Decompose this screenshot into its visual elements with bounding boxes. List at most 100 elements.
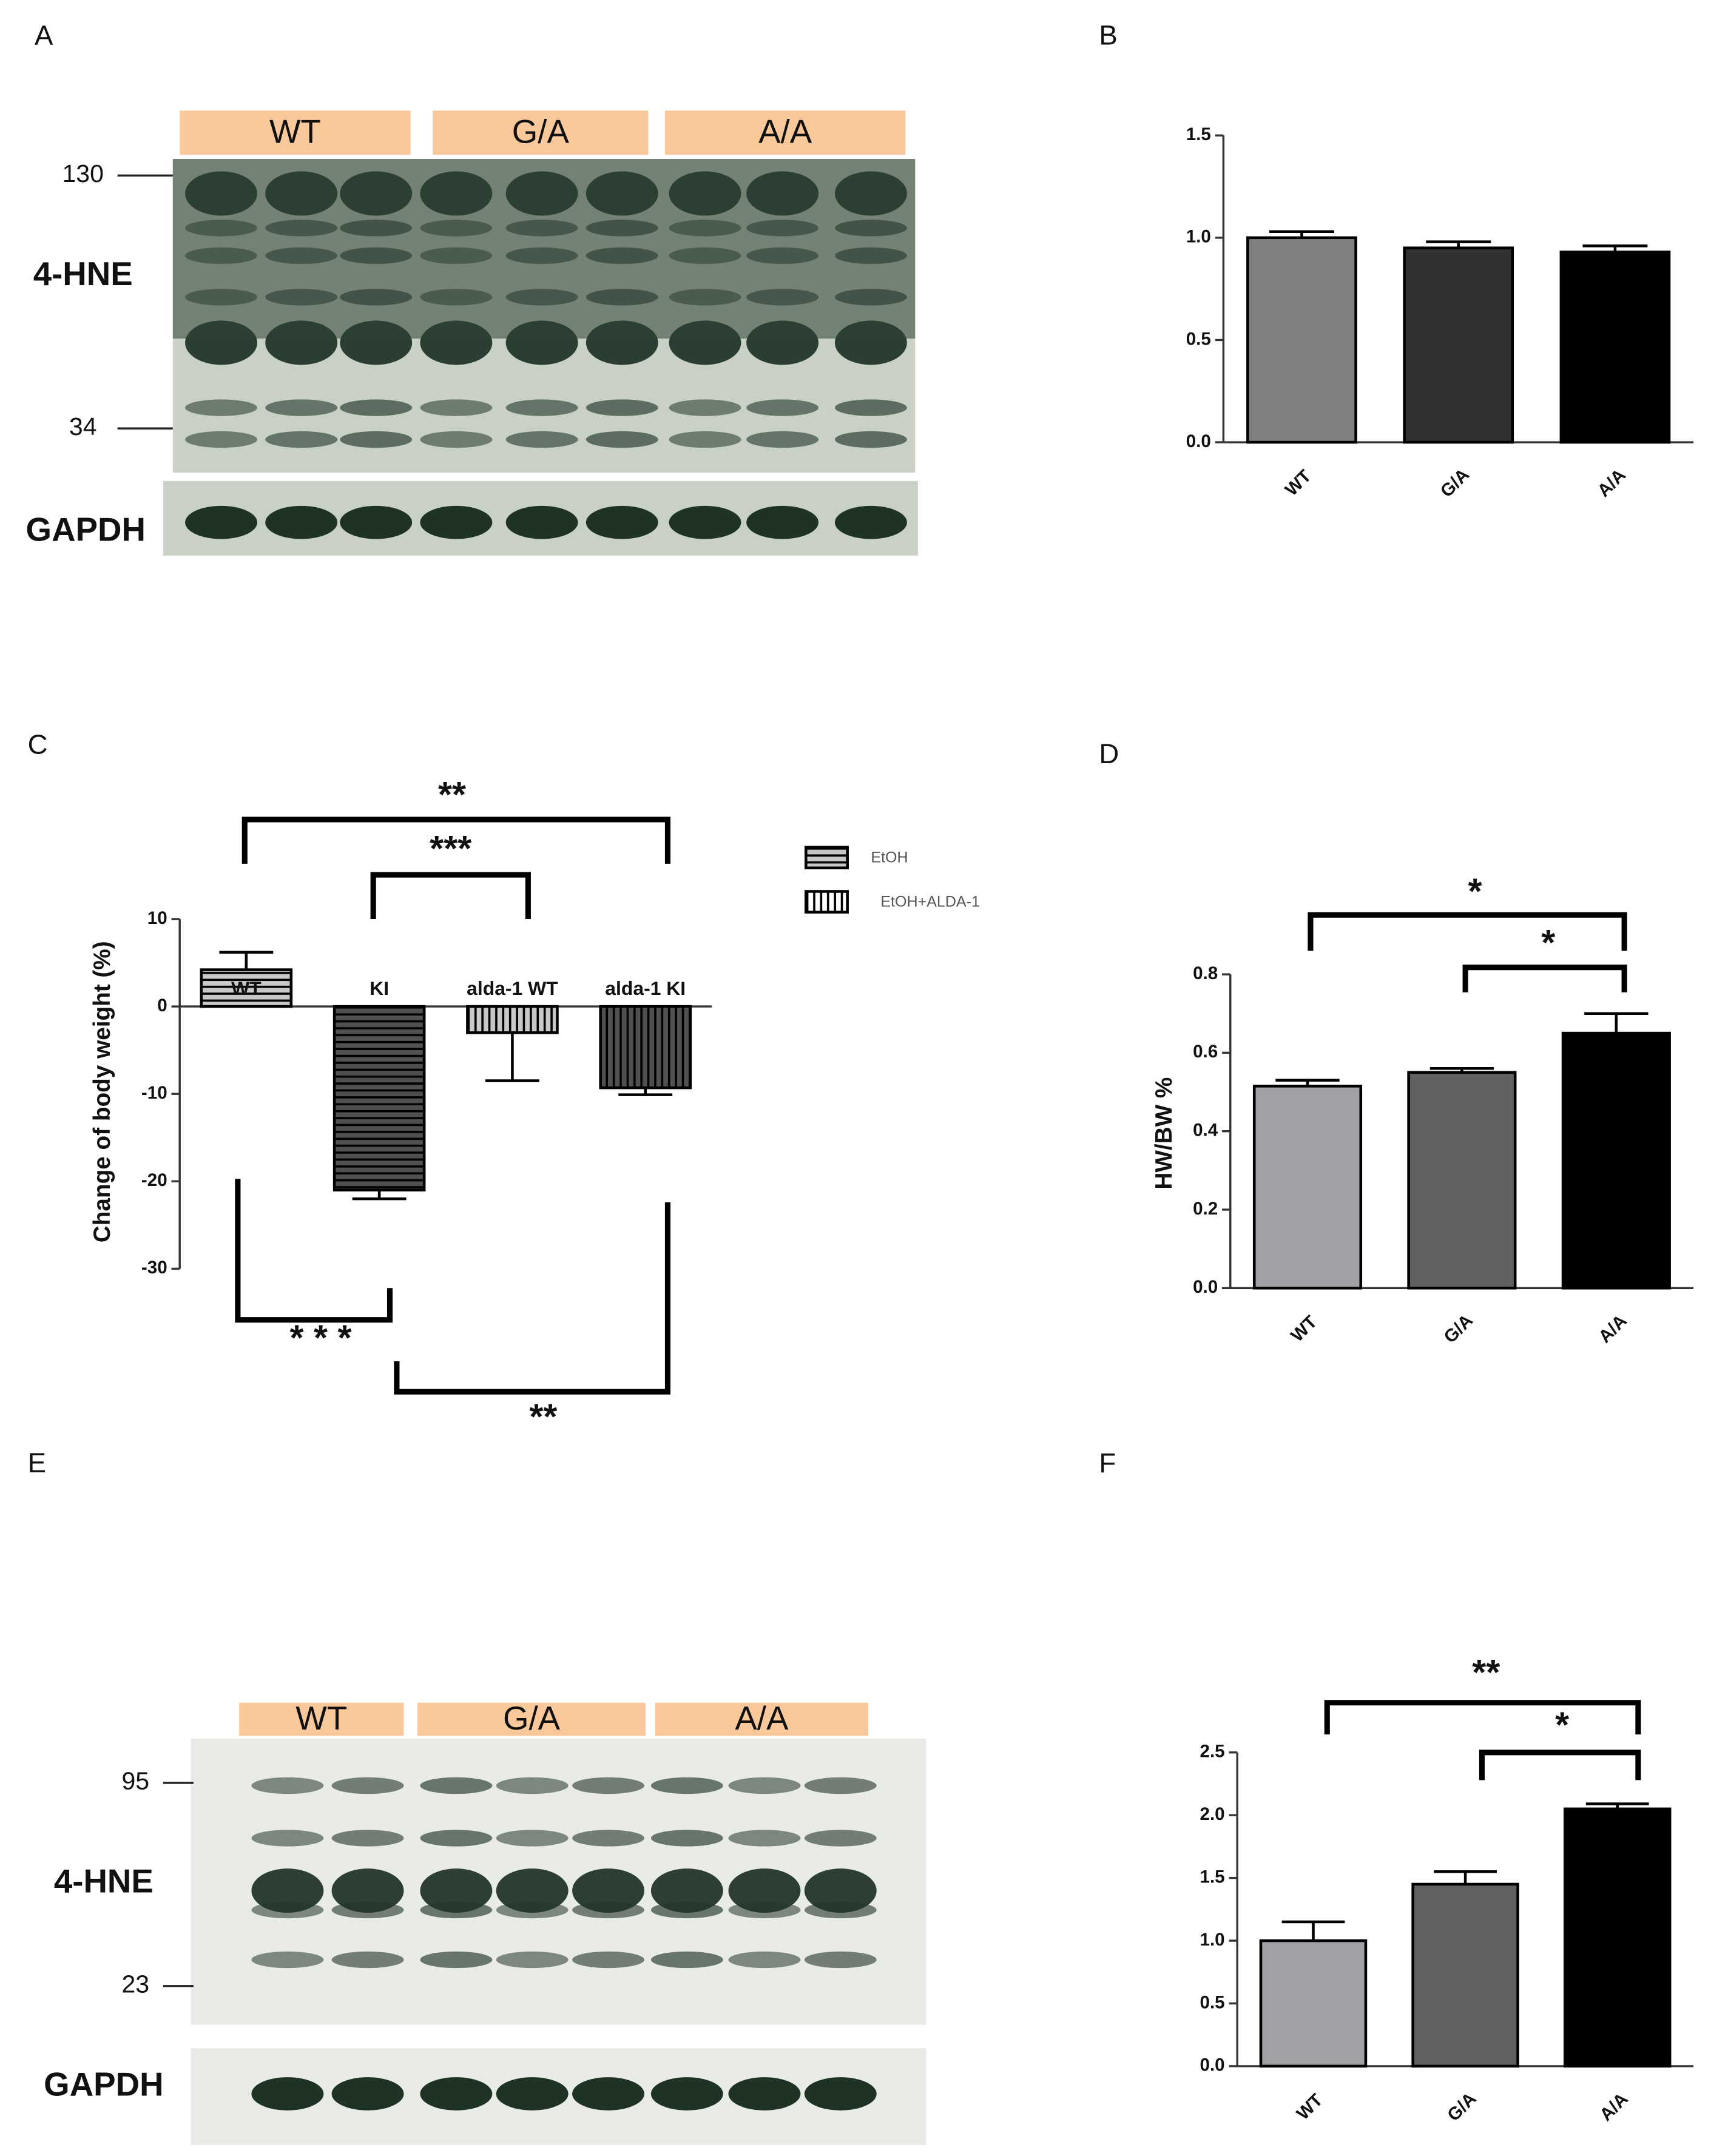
- panel-label: E: [28, 1447, 46, 1478]
- y-tick-label: 0.4: [1193, 1120, 1218, 1140]
- significance-bracket: [235, 1179, 393, 1323]
- y-tick-label: 1.5: [1186, 124, 1211, 144]
- panel-label: A: [35, 20, 53, 51]
- blot-band: [331, 1777, 404, 1794]
- panel-label: D: [1099, 738, 1119, 769]
- blot-band: [420, 1868, 493, 1913]
- blot-band: [251, 1777, 324, 1794]
- blot-band: [331, 1901, 404, 1919]
- y-tick-label: 0.0: [1200, 2055, 1224, 2075]
- significance-bracket: [241, 817, 671, 864]
- blot-band: [251, 1951, 324, 1969]
- blot-band: [572, 1830, 644, 1847]
- blot-band: [572, 1951, 644, 1969]
- blot-band: [185, 399, 258, 416]
- group-label: G/A: [503, 1700, 561, 1737]
- significance-bracket: [394, 1202, 671, 1395]
- x-tick-label: WT: [1287, 1312, 1321, 1346]
- loading-band: [586, 505, 658, 539]
- blot-band: [265, 431, 338, 448]
- marker-label: 34: [69, 413, 97, 440]
- group-label: A/A: [735, 1700, 789, 1737]
- y-tick-label: 1.0: [1186, 227, 1211, 247]
- bar: [1411, 1882, 1519, 2068]
- error-bar: [485, 1033, 539, 1082]
- significance-bracket: [1308, 912, 1627, 951]
- significance-bracket: [1479, 1750, 1641, 1780]
- panel-label: C: [28, 729, 48, 760]
- group-label: A/A: [758, 113, 812, 150]
- blot-band: [834, 399, 907, 416]
- blot-band: [496, 1777, 569, 1794]
- marker-label: 23: [121, 1970, 149, 1998]
- x-tick-label: G/A: [1443, 2089, 1480, 2126]
- blot-band: [650, 1830, 723, 1847]
- blot-band: [496, 1901, 569, 1919]
- blot-band: [804, 1830, 877, 1847]
- error-bar: [1584, 1012, 1649, 1034]
- error-bar: [1281, 1920, 1345, 1941]
- bar: [466, 1005, 559, 1034]
- group-header: [239, 1702, 404, 1736]
- x-tick-label: G/A: [1437, 465, 1474, 502]
- y-tick-label: 0.0: [1193, 1277, 1218, 1297]
- blot-band: [331, 1951, 404, 1969]
- blot-smear: [172, 158, 916, 339]
- loading-band: [572, 2077, 644, 2111]
- loading-band: [340, 505, 413, 539]
- loading-band: [746, 505, 819, 539]
- blot-band: [746, 431, 819, 448]
- y-tick-label: 0.0: [1186, 431, 1211, 451]
- y-tick-label: -10: [141, 1083, 167, 1103]
- x-tick-label: WT: [1293, 2090, 1327, 2124]
- loading-band: [420, 505, 493, 539]
- blot-band: [331, 1830, 404, 1847]
- blot-band: [650, 1951, 723, 1969]
- loading-band: [505, 505, 578, 539]
- blot-band: [496, 1951, 569, 1969]
- bar: [1252, 1085, 1363, 1290]
- loading-band: [265, 505, 338, 539]
- blot-band: [420, 1951, 493, 1969]
- blot-band: [804, 1868, 877, 1913]
- y-tick-label: 0.2: [1193, 1199, 1218, 1219]
- group-header: [417, 1702, 646, 1736]
- blot-band: [586, 431, 658, 448]
- blot-band: [669, 399, 741, 416]
- loading-band: [185, 505, 258, 539]
- loading-band: [728, 2077, 801, 2111]
- marker-label: 95: [121, 1767, 149, 1795]
- error-bar: [219, 951, 274, 970]
- legend-label: EtOH+ALDA-1: [880, 893, 980, 910]
- bar: [332, 1005, 426, 1191]
- blot-band: [728, 1951, 801, 1969]
- bar-label: KI: [370, 977, 389, 999]
- blot-band: [804, 1951, 877, 1969]
- legend-swatch: [805, 890, 849, 914]
- marker-label: 130: [62, 160, 103, 187]
- error-bar: [1269, 230, 1334, 238]
- blot-band: [505, 431, 578, 448]
- loading-band: [650, 2077, 723, 2111]
- blot-band: [746, 399, 819, 416]
- error-bar: [1585, 1802, 1649, 1809]
- blot-band: [496, 1830, 569, 1847]
- group-label: G/A: [512, 113, 570, 150]
- blot-band: [420, 1777, 493, 1794]
- significance-bracket: [1462, 965, 1627, 992]
- significance-label: ***: [430, 828, 471, 869]
- blot-band: [728, 1777, 801, 1794]
- significance-label: **: [438, 774, 466, 815]
- significance-label: **: [1472, 1652, 1500, 1693]
- group-label: WT: [269, 113, 321, 150]
- blot-band: [572, 1901, 644, 1919]
- bar: [1563, 1807, 1672, 2068]
- bar: [1559, 251, 1671, 444]
- blot-band: [728, 1901, 801, 1919]
- y-tick-label: 0.5: [1200, 1992, 1224, 2012]
- significance-label: *: [1555, 1704, 1569, 1745]
- error-bar: [1434, 1870, 1497, 1884]
- blot-band: [251, 1901, 324, 1919]
- loading-band: [331, 2077, 404, 2111]
